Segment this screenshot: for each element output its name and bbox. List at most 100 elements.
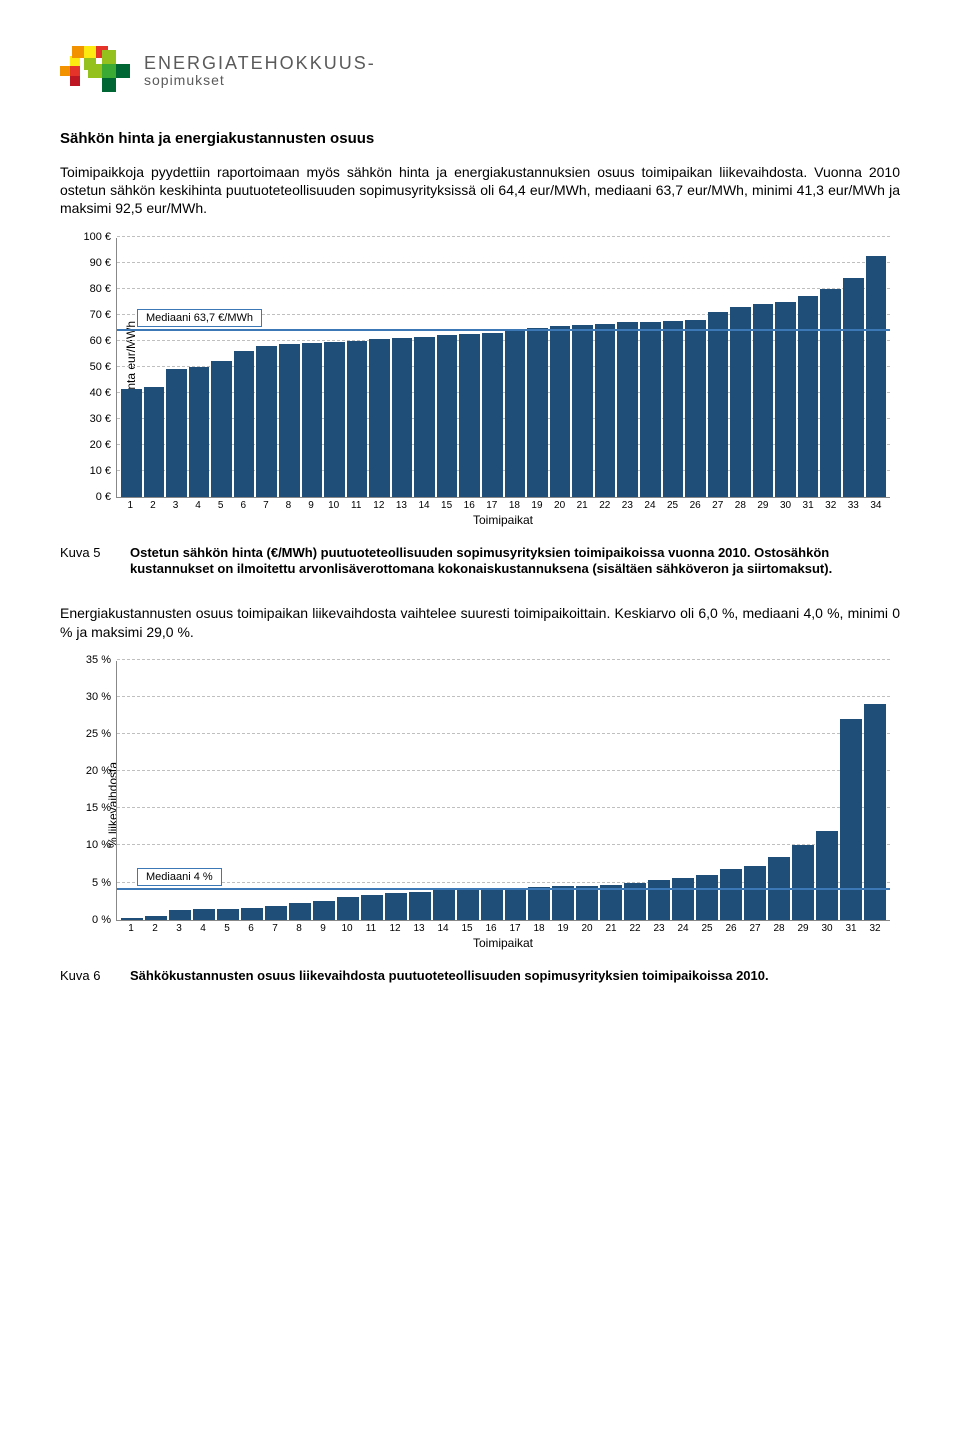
x-tick-label: 33 bbox=[843, 500, 864, 511]
x-tick-label: 6 bbox=[233, 500, 254, 511]
bars-container bbox=[117, 238, 890, 497]
y-tick-label: 100 € bbox=[83, 231, 117, 243]
bar bbox=[753, 304, 774, 496]
bar bbox=[211, 361, 232, 496]
bar bbox=[527, 328, 548, 497]
bar bbox=[385, 893, 407, 920]
y-tick-label: 30 % bbox=[86, 691, 117, 703]
x-tick-label: 19 bbox=[527, 500, 548, 511]
x-ticks: 1234567891011121314151617181920212223242… bbox=[116, 498, 890, 511]
bar bbox=[289, 903, 311, 919]
x-tick-label: 2 bbox=[144, 923, 166, 934]
figure-6-label: Kuva 6 bbox=[60, 968, 112, 985]
bar bbox=[169, 910, 191, 920]
bar bbox=[409, 892, 431, 920]
figure-5-label: Kuva 5 bbox=[60, 545, 112, 579]
median-line bbox=[117, 329, 890, 331]
bar bbox=[528, 887, 550, 920]
bar bbox=[337, 897, 359, 919]
bar bbox=[576, 886, 598, 920]
x-tick-label: 22 bbox=[624, 923, 646, 934]
bar bbox=[302, 343, 323, 496]
chart-1: Sähkön hinta eur/MWh0 €10 €20 €30 €40 €5… bbox=[60, 238, 900, 527]
x-tick-label: 17 bbox=[504, 923, 526, 934]
y-tick-label: 30 € bbox=[90, 413, 117, 425]
x-tick-label: 15 bbox=[436, 500, 457, 511]
y-tick-label: 80 € bbox=[90, 283, 117, 295]
grid-line bbox=[117, 659, 890, 660]
x-axis-label: Toimipaikat bbox=[116, 936, 890, 950]
bar bbox=[730, 307, 751, 497]
bar bbox=[457, 889, 479, 919]
grid-line bbox=[117, 236, 890, 237]
x-tick-label: 15 bbox=[456, 923, 478, 934]
bar bbox=[437, 335, 458, 496]
y-tick-label: 15 % bbox=[86, 802, 117, 814]
y-tick-label: 90 € bbox=[90, 257, 117, 269]
bar bbox=[313, 901, 335, 920]
y-tick-label: 70 € bbox=[90, 309, 117, 321]
x-tick-label: 27 bbox=[707, 500, 728, 511]
x-tick-label: 23 bbox=[648, 923, 670, 934]
x-tick-label: 30 bbox=[775, 500, 796, 511]
y-tick-label: 60 € bbox=[90, 335, 117, 347]
x-tick-label: 8 bbox=[288, 923, 310, 934]
logo-text: ENERGIATEHOKKUUS- sopimukset bbox=[144, 54, 376, 88]
bar bbox=[816, 831, 838, 920]
x-tick-label: 11 bbox=[346, 500, 367, 511]
bar bbox=[505, 888, 527, 920]
logo-line1: ENERGIATEHOKKUUS- bbox=[144, 54, 376, 73]
bar bbox=[820, 289, 841, 497]
x-tick-label: 27 bbox=[744, 923, 766, 934]
chart-plot-area: 0 €10 €20 €30 €40 €50 €60 €70 €80 €90 €1… bbox=[116, 238, 890, 498]
median-line bbox=[117, 888, 890, 890]
bar bbox=[121, 918, 143, 920]
x-tick-label: 32 bbox=[820, 500, 841, 511]
median-label: Mediaani 63,7 €/MWh bbox=[137, 309, 262, 327]
x-tick-label: 6 bbox=[240, 923, 262, 934]
x-tick-label: 29 bbox=[753, 500, 774, 511]
intro-paragraph-2: Energiakustannusten osuus toimipaikan li… bbox=[60, 604, 900, 640]
bar bbox=[217, 909, 239, 920]
bar bbox=[640, 322, 661, 496]
bar bbox=[369, 339, 390, 496]
x-tick-label: 29 bbox=[792, 923, 814, 934]
y-tick-label: 20 % bbox=[86, 765, 117, 777]
x-tick-label: 26 bbox=[720, 923, 742, 934]
y-tick-label: 20 € bbox=[90, 439, 117, 451]
x-tick-label: 10 bbox=[336, 923, 358, 934]
x-tick-label: 14 bbox=[432, 923, 454, 934]
x-tick-label: 24 bbox=[640, 500, 661, 511]
x-tick-label: 17 bbox=[482, 500, 503, 511]
x-tick-label: 13 bbox=[391, 500, 412, 511]
bar bbox=[552, 886, 574, 919]
x-tick-label: 7 bbox=[264, 923, 286, 934]
x-tick-label: 4 bbox=[192, 923, 214, 934]
bar bbox=[482, 333, 503, 497]
bar bbox=[256, 346, 277, 497]
bar bbox=[708, 312, 729, 497]
x-tick-label: 19 bbox=[552, 923, 574, 934]
intro-paragraph-1: Toimipaikkoja pyydettiin raportoimaan my… bbox=[60, 163, 900, 218]
x-tick-label: 1 bbox=[120, 923, 142, 934]
x-tick-label: 14 bbox=[414, 500, 435, 511]
x-tick-label: 10 bbox=[323, 500, 344, 511]
x-tick-label: 20 bbox=[576, 923, 598, 934]
bar bbox=[361, 895, 383, 920]
x-axis-label: Toimipaikat bbox=[116, 513, 890, 527]
bar bbox=[193, 909, 215, 919]
x-tick-label: 26 bbox=[685, 500, 706, 511]
x-tick-label: 23 bbox=[617, 500, 638, 511]
page-heading: Sähkön hinta ja energiakustannusten osuu… bbox=[60, 130, 900, 147]
bar bbox=[166, 369, 187, 496]
x-tick-label: 3 bbox=[168, 923, 190, 934]
figure-6-caption-row: Kuva 6 Sähkökustannusten osuus liikevaih… bbox=[60, 968, 900, 985]
x-tick-label: 18 bbox=[528, 923, 550, 934]
bar bbox=[121, 389, 142, 496]
x-tick-label: 30 bbox=[816, 923, 838, 934]
x-tick-label: 5 bbox=[216, 923, 238, 934]
x-tick-label: 13 bbox=[408, 923, 430, 934]
bar bbox=[144, 387, 165, 496]
x-tick-label: 12 bbox=[369, 500, 390, 511]
bar bbox=[572, 325, 593, 497]
